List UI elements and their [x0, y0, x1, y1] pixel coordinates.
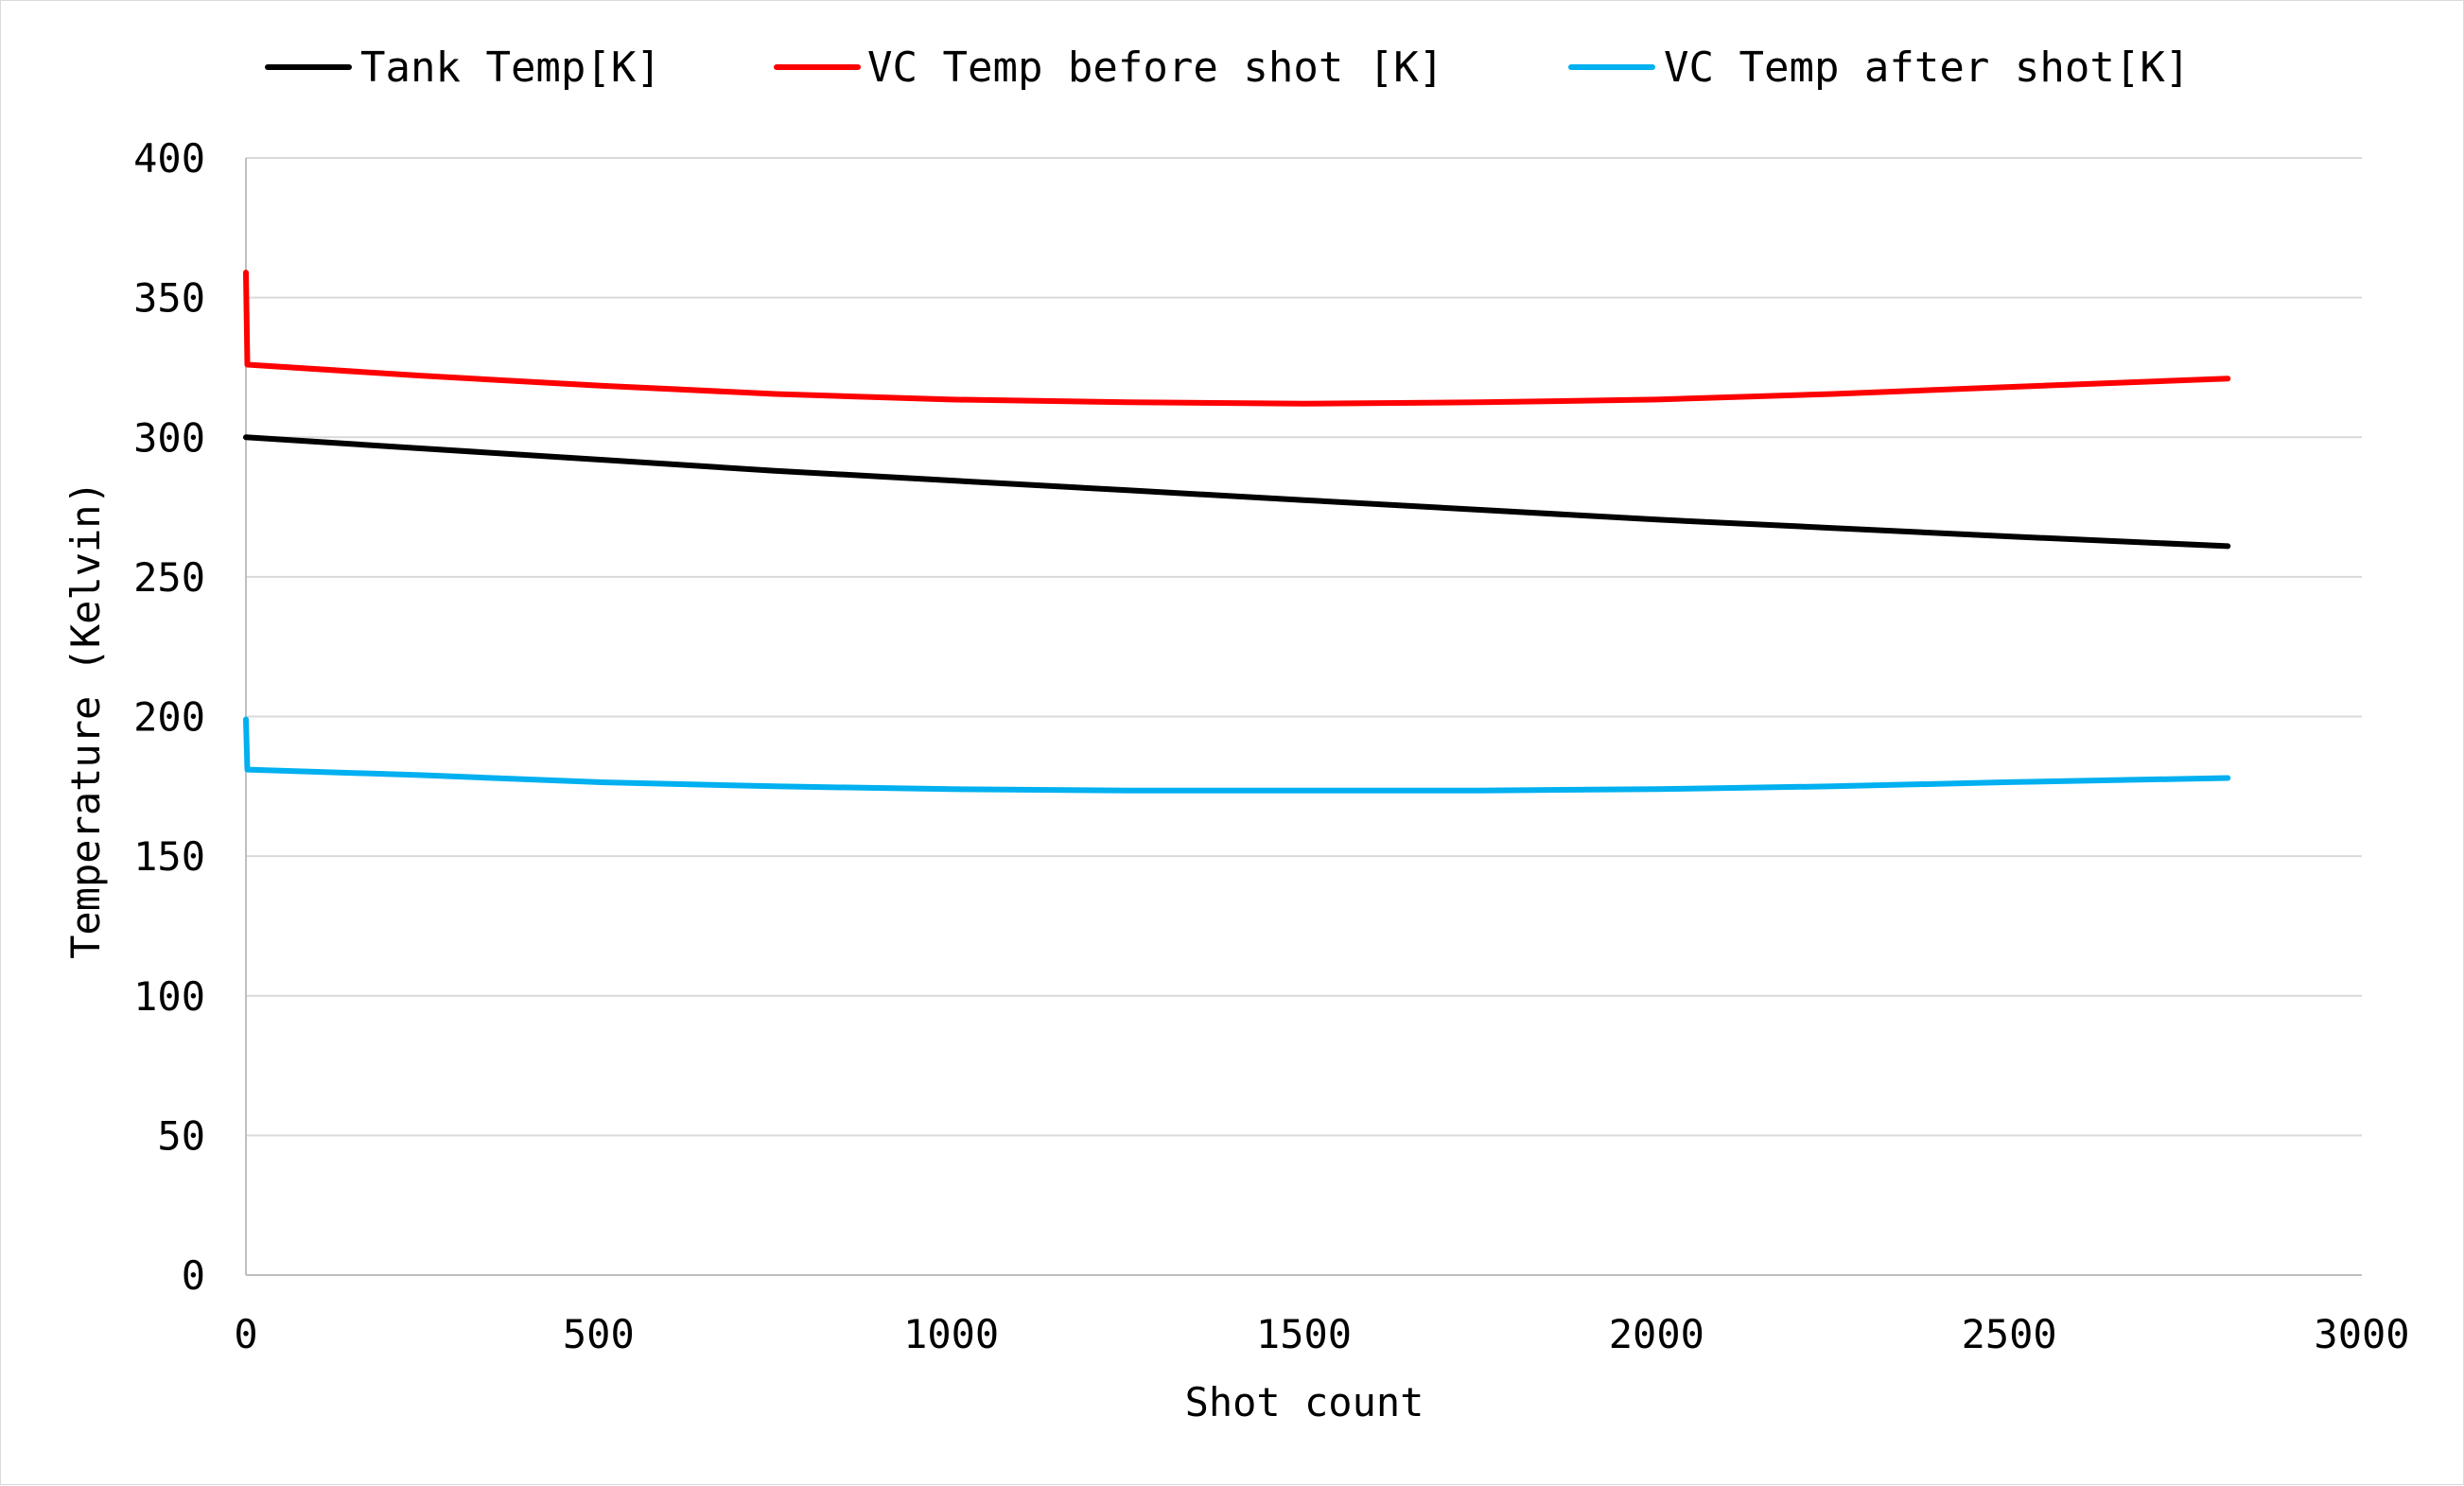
y-tick-label: 250 — [133, 554, 205, 601]
legend-label-2: VC Temp before shot [K] — [867, 44, 1443, 92]
y-tick-label: 100 — [133, 973, 205, 1020]
y-axis-title: Temperature (Kelvin) — [62, 481, 109, 959]
gridlines — [246, 157, 2362, 1137]
x-tick-label: 3000 — [2314, 1311, 2409, 1357]
x-tick-label: 500 — [563, 1311, 635, 1357]
x-tick-label: 0 — [234, 1311, 257, 1357]
x-tick-label: 1500 — [1256, 1311, 1352, 1357]
series-line-3 — [243, 716, 2231, 794]
x-axis-title: Shot count — [1185, 1379, 1424, 1425]
legend-label-1: Tank Temp[K] — [360, 44, 661, 92]
y-tick-label: 200 — [133, 694, 205, 741]
x-tick-label: 1000 — [903, 1311, 999, 1357]
y-tick-label: 0 — [182, 1252, 205, 1299]
x-tick-label: 2000 — [1609, 1311, 1704, 1357]
legend: Tank Temp[K] VC Temp before shot [K] VC Te… — [265, 44, 2190, 92]
y-tick-label: 350 — [133, 275, 205, 322]
tick-labels: 0 50 100 150 200 250 300 350 400 0 500 1000 1500 2000… — [133, 135, 2409, 1357]
x-tick-label: 2500 — [1962, 1311, 2057, 1357]
y-tick-label: 50 — [157, 1112, 205, 1159]
series-line-1 — [243, 434, 2231, 550]
series-lines — [243, 270, 2231, 794]
series-line-2 — [243, 270, 2231, 407]
legend-label-3: VC Temp after shot[K] — [1664, 44, 2190, 92]
y-tick-label: 300 — [133, 414, 205, 461]
y-tick-label: 400 — [133, 135, 205, 182]
y-tick-label: 150 — [133, 833, 205, 880]
